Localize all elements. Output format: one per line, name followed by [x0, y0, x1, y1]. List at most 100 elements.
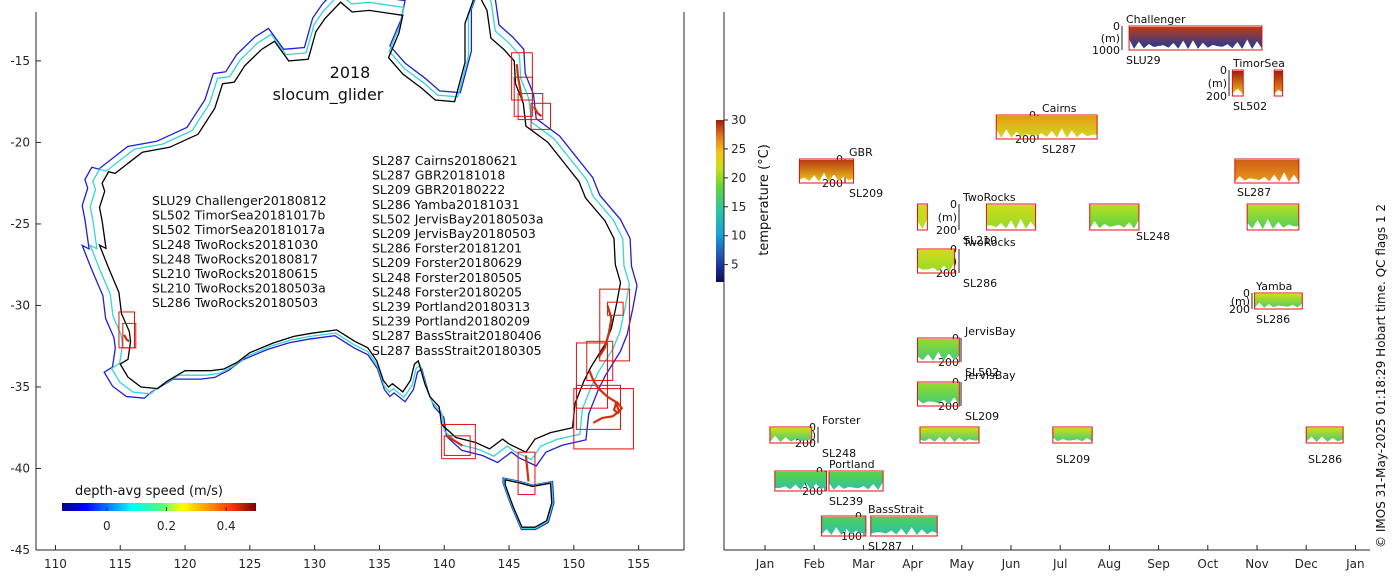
map-x-tick-label: 135 [368, 557, 391, 571]
depth-top-label: 0 [1113, 20, 1120, 33]
map-x-tick-label: 120 [174, 557, 197, 571]
glider-track [597, 305, 613, 359]
deployment-frame [919, 426, 980, 444]
map-x-tick-label: 110 [44, 557, 67, 571]
deployment-box [573, 388, 634, 450]
deployment-frame [821, 515, 867, 537]
timeline-x-tick-label: Nov [1245, 557, 1268, 571]
deployment-section [1246, 203, 1300, 231]
deployment-label-right: SL239 Portland20180209 [372, 314, 530, 329]
deployment-frame [1089, 203, 1140, 231]
deployment-frame [917, 337, 960, 363]
depth-bottom-label: 200 [936, 224, 957, 237]
timeline-x-tick-label: Sep [1147, 557, 1170, 571]
temperature-profile [996, 116, 1098, 138]
depth-bottom-label: 200 [1206, 90, 1227, 103]
glider-track [515, 64, 524, 101]
map-y-tick-label: -40 [10, 461, 30, 475]
glider-track [588, 370, 621, 424]
temperature-colorbar-tick-label: 30 [731, 113, 746, 127]
depth-top-label: 0 [1220, 64, 1227, 77]
speed-colorbar-ticks: 0 0.2 0.4 [103, 507, 236, 533]
site-name: TwoRocks [962, 236, 1016, 249]
depth-top-label: 0 [1243, 287, 1250, 300]
deployment-section [798, 158, 855, 184]
deployment-section [769, 426, 813, 444]
extra-glider-id: SL286 [1308, 453, 1342, 466]
deployment-frame [985, 203, 1037, 231]
deployment-box [441, 423, 476, 460]
map-x-tick-label: 140 [433, 557, 456, 571]
deployment-frame [828, 470, 884, 492]
deployment-frame [1254, 292, 1303, 310]
deployment-box [517, 451, 536, 496]
deployment-label-right: SL287 BassStrait20180305 [372, 343, 542, 358]
map-y-tick-label: -45 [10, 543, 30, 557]
extra-glider-id: SL209 [1056, 453, 1090, 466]
glider-id: SL502 [1233, 100, 1267, 113]
deployment-label-right: SL239 Portland20180313 [372, 299, 530, 314]
speed-colorbar-bar [62, 503, 256, 511]
depth-top-label: 0 [950, 198, 957, 211]
map-x-tick-label: 130 [303, 557, 326, 571]
map-geography [80, 0, 638, 531]
temperature-profile [870, 517, 938, 535]
glider-track [532, 106, 543, 118]
deployment-section [917, 248, 955, 274]
temperature-colorbar-tick-label: 20 [731, 171, 746, 185]
map-x-tick-label: 145 [498, 557, 521, 571]
isobath-200m-tasmania [503, 477, 554, 530]
map-y-tick-label: -15 [10, 54, 30, 68]
deployment-section [774, 470, 828, 492]
deployment-section [821, 515, 867, 537]
temperature-profile [1306, 428, 1344, 442]
deployment-section [985, 203, 1037, 231]
deployment-frame [870, 515, 938, 537]
temperature-colorbar-ticks: 5 10 15 20 25 30 [724, 113, 746, 272]
speed-colorbar-label: depth-avg speed (m/s) [75, 484, 223, 499]
timeline-x-tick-label: Dec [1295, 557, 1318, 571]
site-group: Yamba 0(m)200 SL286 [1229, 280, 1292, 326]
deployment-label-left: SLU29 Challenger20180812 [152, 193, 327, 208]
temperature-profile [1254, 294, 1303, 308]
speed-colorbar-tick-label: 0.4 [217, 519, 236, 533]
glider-id: SL287 [868, 540, 902, 553]
site-name: Forster [822, 414, 861, 427]
deployment-section [1128, 25, 1263, 51]
site-name: Cairns [1042, 102, 1077, 115]
deployment-box [530, 102, 552, 130]
depth-top-label: 0 [809, 421, 816, 434]
site-name: Yamba [1255, 280, 1292, 293]
deployment-boxes [118, 52, 634, 496]
deployment-frame [1234, 158, 1300, 184]
deployment-frame [1052, 426, 1093, 444]
site-name: TimorSea [1232, 57, 1285, 70]
deployment-label-right: SL209 JervisBay20180503 [372, 226, 536, 241]
extra-glider-id: SL248 [1136, 230, 1170, 243]
glider-track [524, 455, 530, 482]
map-y-tick-label: -30 [10, 298, 30, 312]
map-axes: 110 115 120 125 130 135 140 145 150 155 -15 -20 -25 -… [10, 12, 685, 571]
deployment-section [1305, 426, 1344, 444]
map-x-tick-label: 155 [627, 557, 650, 571]
deployment-frame [917, 248, 955, 274]
timeline-x-tick-label: Oct [1197, 557, 1218, 571]
deployment-box [443, 435, 471, 456]
deployment-label-left: SL502 TimorSea20181017b [152, 208, 325, 223]
temperature-colorbar-tick-label: 15 [731, 200, 746, 214]
temperature-profile [1052, 428, 1093, 442]
deployment-frame [1231, 69, 1244, 97]
temperature-profile [1129, 27, 1262, 49]
glider-tracks [123, 64, 623, 482]
deployment-frame [917, 381, 960, 407]
temperature-profile [799, 160, 854, 182]
temperature-profile [917, 383, 960, 405]
timeline-x-tick-label: May [949, 557, 974, 571]
glider-id: SL210 [963, 234, 997, 247]
temperature-profile [1089, 205, 1139, 229]
deployment-section [1234, 158, 1300, 184]
timeline-x-tick-label: Jun [1001, 557, 1021, 571]
depth-bottom-label: 1000 [1092, 44, 1120, 57]
glider-track [612, 400, 623, 415]
timeline-deployments [769, 25, 1344, 537]
